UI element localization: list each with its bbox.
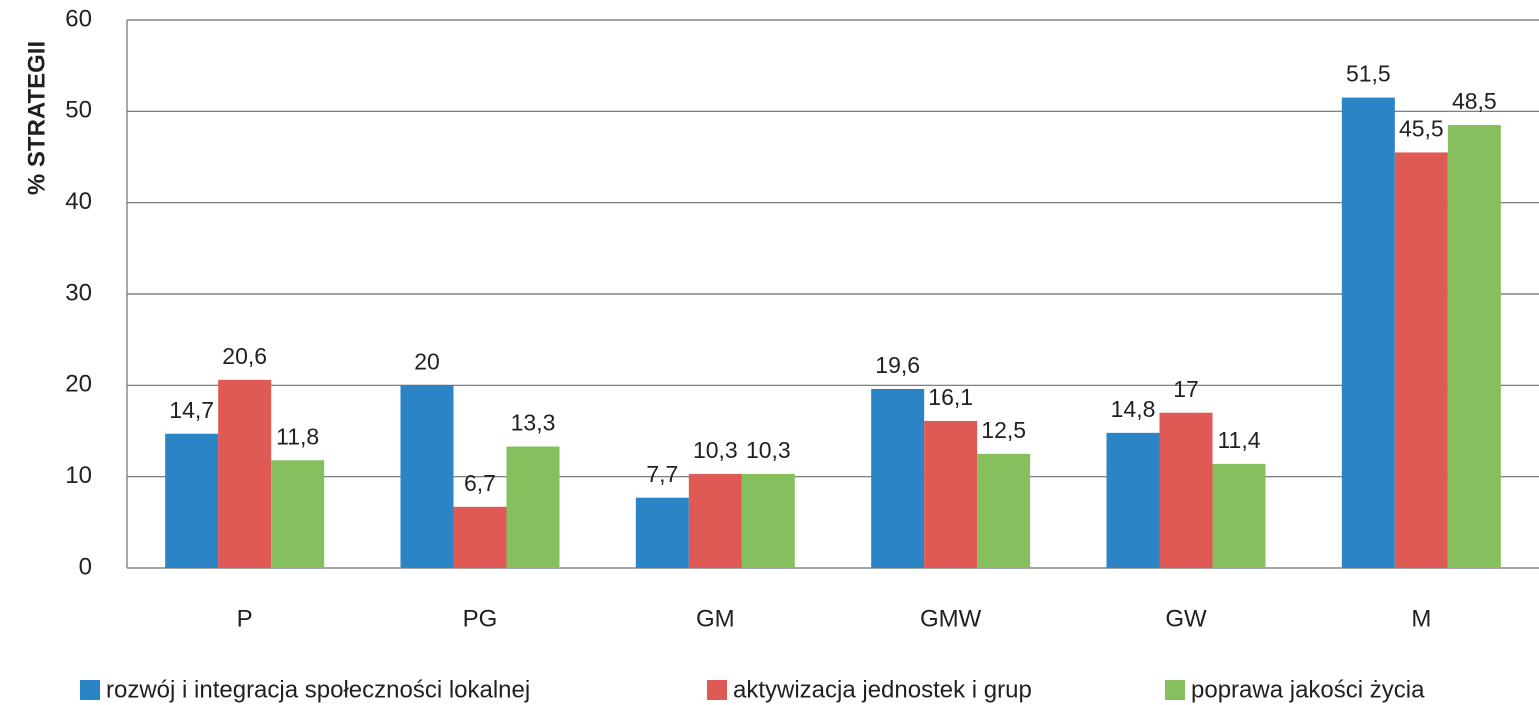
bar <box>271 460 325 568</box>
y-tick-label: 0 <box>79 553 92 580</box>
bar <box>400 385 454 568</box>
bar <box>165 433 219 568</box>
bar <box>506 446 560 568</box>
value-label: 20 <box>414 348 440 374</box>
value-label: 10,3 <box>746 437 791 463</box>
value-label: 45,5 <box>1399 116 1444 142</box>
y-tick-label: 60 <box>65 5 92 32</box>
legend-swatch <box>707 680 727 700</box>
y-tick-label: 40 <box>65 188 92 215</box>
bar <box>977 453 1031 568</box>
bar <box>1394 152 1448 568</box>
bar <box>1212 463 1266 568</box>
bar <box>1159 412 1213 568</box>
bar <box>741 473 795 568</box>
x-tick-label: GW <box>1165 605 1207 632</box>
bar <box>218 379 272 568</box>
value-label: 19,6 <box>875 352 920 378</box>
bar <box>871 388 925 568</box>
value-label: 17 <box>1173 376 1199 402</box>
bar <box>1341 97 1395 568</box>
x-tick-label: GM <box>696 605 735 632</box>
y-axis-label: % STRATEGII <box>23 41 50 195</box>
x-tick-label: P <box>237 605 253 632</box>
value-label: 48,5 <box>1452 88 1497 114</box>
value-label: 13,3 <box>511 410 556 436</box>
value-label: 16,1 <box>928 384 973 410</box>
value-label: 14,7 <box>169 397 214 423</box>
legend-label: aktywizacja jednostek i grup <box>733 676 1032 703</box>
y-tick-label: 50 <box>65 97 92 124</box>
y-tick-label: 30 <box>65 279 92 306</box>
x-tick-label: GMW <box>920 605 982 632</box>
value-label: 51,5 <box>1346 61 1391 87</box>
bar <box>635 497 689 568</box>
x-tick-label: M <box>1411 605 1431 632</box>
bar <box>688 473 742 568</box>
value-label: 11,8 <box>276 423 319 449</box>
bar <box>453 506 507 568</box>
y-tick-label: 10 <box>65 462 92 489</box>
value-label: 11,4 <box>1217 427 1260 453</box>
bar <box>924 420 978 568</box>
legend-swatch <box>1165 680 1185 700</box>
value-label: 20,6 <box>222 343 267 369</box>
value-label: 14,8 <box>1111 396 1156 422</box>
value-label: 7,7 <box>646 461 678 487</box>
bar <box>1106 432 1160 568</box>
legend-label: poprawa jakości życia <box>1191 676 1425 703</box>
value-label: 6,7 <box>464 470 496 496</box>
value-label: 12,5 <box>981 417 1026 443</box>
x-tick-label: PG <box>463 605 498 632</box>
bar <box>1447 125 1501 569</box>
legend-swatch <box>80 680 100 700</box>
legend-label: rozwój i integracja społeczności lokalne… <box>106 676 530 703</box>
value-label: 10,3 <box>693 437 738 463</box>
y-tick-label: 20 <box>65 371 92 398</box>
